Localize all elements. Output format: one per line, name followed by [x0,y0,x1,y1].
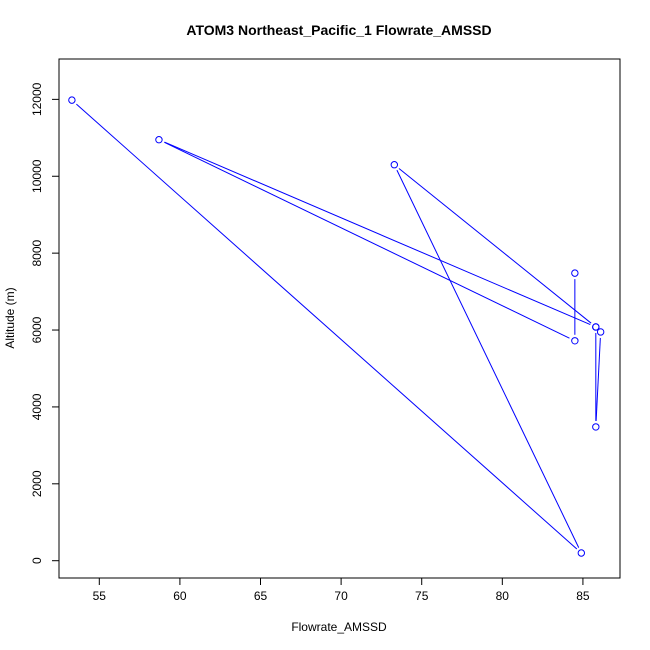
x-tick-label: 65 [254,589,268,603]
series-line-segment [398,168,592,324]
y-tick-label: 2000 [30,470,44,497]
data-point [155,136,163,144]
data-point [390,161,399,169]
x-tick-label: 75 [415,589,429,603]
data-point [596,328,605,336]
data-point [577,549,586,557]
data-point [592,423,600,431]
y-axis: 0 2000 4000 6000 8000 10000 12000 [30,82,59,564]
series-lines [76,103,601,550]
series-line-segment [164,141,591,326]
plot-frame [58,58,621,579]
series-line-segment [396,169,580,548]
y-tick-label: 10000 [30,159,44,193]
x-tick-label: 60 [173,589,187,603]
series-line-segment [595,337,601,421]
y-axis-label: Altitude (m) [3,287,17,348]
data-point [68,96,76,104]
data-point [592,323,600,331]
y-tick-label: 0 [30,557,44,564]
x-tick-label: 55 [93,589,107,603]
x-tick-label: 85 [576,589,590,603]
series-points [68,96,605,557]
y-tick-label: 8000 [30,239,44,266]
x-axis-label: Flowrate_AMSSD [291,620,387,634]
x-tick-label: 80 [496,589,510,603]
y-tick-label: 6000 [30,316,44,343]
series-line-segment [164,141,570,339]
y-tick-label: 4000 [30,393,44,420]
data-point [571,269,579,277]
data-point [571,337,579,345]
x-tick-label: 70 [334,589,348,603]
chart-title: ATOM3 Northeast_Pacific_1 Flowrate_AMSSD [186,22,491,38]
y-tick-label: 12000 [30,82,44,116]
x-axis: 55 60 65 70 75 80 85 [93,578,590,603]
series-line-segment [76,103,578,550]
